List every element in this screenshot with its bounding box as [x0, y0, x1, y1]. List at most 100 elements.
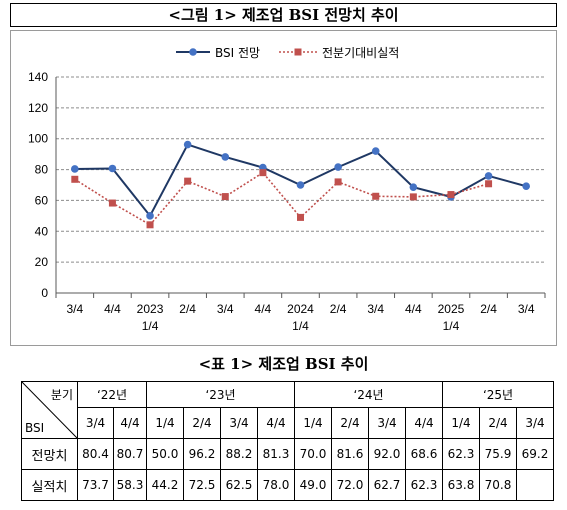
table-cell: 49.0 [294, 469, 332, 501]
table-title: <표 1> 제조업 BSI 추이 [198, 355, 369, 373]
x-tick-label: 2025 [438, 302, 465, 316]
x-tick-sublabel: 1/4 [142, 319, 159, 333]
series-point [71, 175, 79, 183]
series-point [334, 178, 342, 186]
table-cell: 62.7 [368, 469, 406, 501]
series-point [522, 182, 530, 191]
y-tick-label: 120 [28, 101, 48, 115]
table-cell: 80.7 [113, 438, 147, 470]
chart-area: 0 20 40 60 80 100 120 140 3/4 4/4 2023 1/4 2/4 3/4 4/4… [10, 30, 557, 346]
y-tick-label: 20 [35, 255, 49, 269]
legend-marker-bsi [189, 48, 197, 56]
table-cell: 70.0 [294, 438, 332, 470]
series-point [108, 164, 117, 173]
x-tick-sublabel: 1/4 [292, 319, 309, 333]
legend-marker-actual [294, 48, 302, 56]
table-cell: 78.0 [257, 469, 295, 501]
series-point [485, 180, 493, 188]
series-point [334, 163, 342, 171]
table-cell: 58.3 [113, 469, 147, 501]
year-header: ‘23년 [146, 381, 295, 408]
series-line-0 [74, 143, 527, 218]
table-cell: 81.3 [257, 438, 295, 470]
table-cell: 63.8 [442, 469, 480, 501]
quarter-header: 3/4 [220, 407, 258, 439]
row-header: 전망치 [21, 438, 78, 470]
series-point [71, 165, 79, 173]
y-tick-label: 40 [35, 224, 49, 238]
line-chart: 0 20 40 60 80 100 120 140 3/4 4/4 2023 1/4 2/4 3/4 4/4… [28, 46, 546, 333]
x-tick-label: 3/4 [217, 302, 234, 316]
table-cell: 75.9 [479, 438, 517, 470]
quarter-header: 3/4 [77, 407, 114, 439]
quarter-header: 1/4 [294, 407, 332, 439]
quarter-header: 4/4 [257, 407, 295, 439]
y-tick-label: 60 [35, 193, 49, 207]
table-cell: 96.2 [183, 438, 221, 470]
x-tick-label: 2/4 [480, 302, 497, 316]
series-point [371, 147, 380, 155]
row-header: 실적치 [21, 469, 78, 501]
quarter-header: 2/4 [479, 407, 517, 439]
x-tick-label: 4/4 [405, 302, 422, 316]
corner-label-quarter: 분기 [50, 388, 73, 402]
x-tick-label: 3/4 [66, 302, 83, 316]
table-cell: 50.0 [146, 438, 184, 470]
series-line-1 [74, 171, 489, 226]
series-point [184, 177, 192, 185]
y-tick-label: 0 [41, 286, 48, 300]
corner-diagonal [22, 382, 78, 439]
y-tick-label: 100 [28, 132, 48, 146]
year-header: ‘24년 [294, 381, 443, 408]
series-point [296, 181, 305, 189]
table-cell: 73.7 [77, 469, 114, 501]
bsi-table: 분기 BSI ‘22년 ‘23년 ‘24년 ‘25년 3/4 4/4 1/4 2/4 3/4 4… [21, 381, 554, 501]
series-point [447, 191, 455, 199]
table-cell: 81.6 [331, 438, 369, 470]
x-tick-label: 4/4 [104, 302, 121, 316]
quarter-header: 1/4 [146, 407, 184, 439]
legend-label-bsi: BSI 전망 [215, 46, 260, 60]
x-tick-sublabel: 1/4 [443, 319, 460, 333]
y-tick-label: 80 [35, 163, 49, 177]
table-cell: 69.2 [516, 438, 554, 470]
x-tick-label: 2024 [287, 302, 314, 316]
series-point [259, 169, 267, 177]
table-cell: 70.8 [479, 469, 517, 501]
corner-label-bsi: BSI [25, 421, 45, 435]
series-point [484, 172, 493, 180]
table-cell: 92.0 [368, 438, 406, 470]
quarter-header: 4/4 [113, 407, 147, 439]
quarter-header: 3/4 [368, 407, 406, 439]
series-point [221, 153, 230, 161]
quarter-header: 3/4 [516, 407, 554, 439]
series-point [108, 199, 116, 207]
series-point [221, 193, 229, 201]
series-point [409, 193, 417, 201]
series-point [372, 192, 380, 200]
series-point [297, 213, 304, 221]
y-tick-label: 140 [28, 70, 48, 84]
table-cell: 62.5 [220, 469, 258, 501]
table-cell [516, 469, 554, 501]
series-point [146, 221, 154, 229]
table-cell: 44.2 [146, 469, 184, 501]
x-tick-label: 2/4 [179, 302, 196, 316]
series-point [409, 183, 418, 191]
table-cell: 88.2 [220, 438, 258, 470]
legend-label-actual: 전분기대비실적 [322, 46, 399, 60]
figure-title: <그림 1> 제조업 BSI 전망치 추이 [10, 3, 557, 27]
x-tick-label: 3/4 [518, 302, 535, 316]
table-cell: 62.3 [442, 438, 480, 470]
table-cell: 62.3 [405, 469, 443, 501]
quarter-header: 4/4 [405, 407, 443, 439]
table-cell: 72.5 [183, 469, 221, 501]
table-cell: 80.4 [77, 438, 114, 470]
year-header: ‘25년 [442, 381, 554, 408]
quarter-header: 1/4 [442, 407, 480, 439]
x-tick-label: 2/4 [330, 302, 347, 316]
quarter-header: 2/4 [331, 407, 369, 439]
series-point [183, 140, 192, 149]
year-header: ‘22년 [77, 381, 147, 408]
table-corner-cell: 분기 BSI [21, 381, 78, 439]
